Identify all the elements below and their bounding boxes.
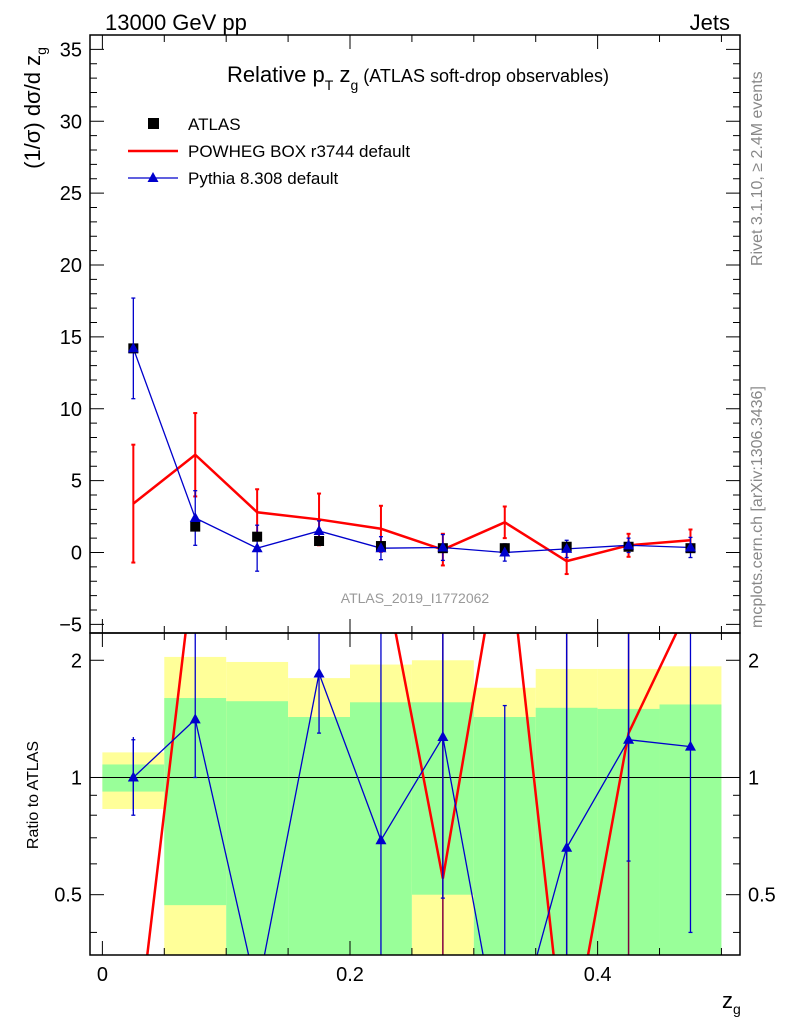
pythia-data-point <box>437 541 449 552</box>
x-axis-label: zg <box>722 988 741 1017</box>
y-tick-label: 30 <box>60 111 82 133</box>
pythia-ratio-point <box>623 733 635 744</box>
ratio-tick-label: 0.5 <box>54 885 82 907</box>
pythia-data-point <box>623 539 635 550</box>
y-tick-label: 25 <box>60 183 82 205</box>
x-tick-label: 0 <box>97 964 108 986</box>
ratio-tick-label: 1 <box>71 767 82 789</box>
pythia-data-point <box>561 542 573 553</box>
ratio-y-axis-label: Ratio to ATLAS <box>25 741 42 849</box>
pythia-ratio-point <box>684 740 696 751</box>
ratio-band-green <box>226 701 289 955</box>
atlas-data-point <box>190 521 201 532</box>
ratio-tick-label: 2 <box>71 650 82 672</box>
pythia-data-point <box>313 524 325 535</box>
pythia-ratio-point <box>437 731 449 742</box>
y-tick-label: 0 <box>71 543 82 565</box>
y-tick-label: 20 <box>60 255 82 277</box>
side-text-top: Rivet 3.1.10, ≥ 2.4M events <box>749 71 766 266</box>
pythia-ratio-point <box>561 841 573 852</box>
ratio-tick-label-right: 2 <box>748 650 759 672</box>
legend: ATLAS POWHEG BOX r3744 default Pythia 8.30… <box>128 115 410 188</box>
atlas-data-point <box>314 536 325 546</box>
header-left-label: 13000 GeV pp <box>105 10 247 35</box>
powheg-line <box>132 453 691 563</box>
y-tick-label: 5 <box>71 471 82 493</box>
pythia-ratio-point <box>375 834 387 845</box>
legend-label: POWHEG BOX r3744 default <box>188 142 410 161</box>
ratio-plot-frame <box>89 632 741 956</box>
pythia-data-point <box>127 342 139 353</box>
pythia-data-point <box>251 542 263 553</box>
y-axis-label: (1/σ) dσ/d zg <box>20 47 49 169</box>
pythia-data-point <box>375 542 387 553</box>
ratio-plot-layer <box>90 633 740 955</box>
chart-title: Relative pT zg (ATLAS soft-drop observab… <box>227 62 609 93</box>
pythia-data-point <box>499 546 511 557</box>
main-plot-layer <box>127 297 696 576</box>
x-tick-label: 0.2 <box>336 964 364 986</box>
x-tick-label: 0.4 <box>584 964 612 986</box>
ratio-band-green <box>288 716 350 955</box>
pythia-ratio-point <box>189 713 201 724</box>
pythia-data-point <box>189 512 201 522</box>
ratio-tick-label-right: 0.5 <box>748 885 776 907</box>
side-text-bottom: mcplots.cern.ch [arXiv:1306.3436] <box>749 386 766 628</box>
legend-marker-atlas <box>148 118 159 129</box>
pythia-ratio-point <box>313 667 325 678</box>
atlas-data-point <box>252 531 263 542</box>
y-tick-label: 10 <box>60 399 82 421</box>
header-right-label: Jets <box>690 10 730 35</box>
powheg-ratio-line <box>146 633 678 955</box>
y-tick-label: −5 <box>59 614 82 636</box>
axes-layer: 0 0.2 0.4 −5 0 5 10 15 20 25 30 35 0.5 0.5 1 1 2 2 <box>54 34 776 986</box>
legend-label: ATLAS <box>188 115 241 134</box>
analysis-watermark: ATLAS_2019_I1772062 <box>341 590 490 606</box>
y-tick-label: 35 <box>60 39 82 61</box>
pythia-line <box>132 348 691 554</box>
y-tick-label: 15 <box>60 327 82 349</box>
pythia-data-point <box>684 541 696 552</box>
legend-marker-pythia <box>147 172 159 182</box>
pythia-ratio-line <box>132 671 691 955</box>
ratio-tick-label-right: 1 <box>748 767 759 789</box>
legend-label: Pythia 8.308 default <box>188 169 339 188</box>
